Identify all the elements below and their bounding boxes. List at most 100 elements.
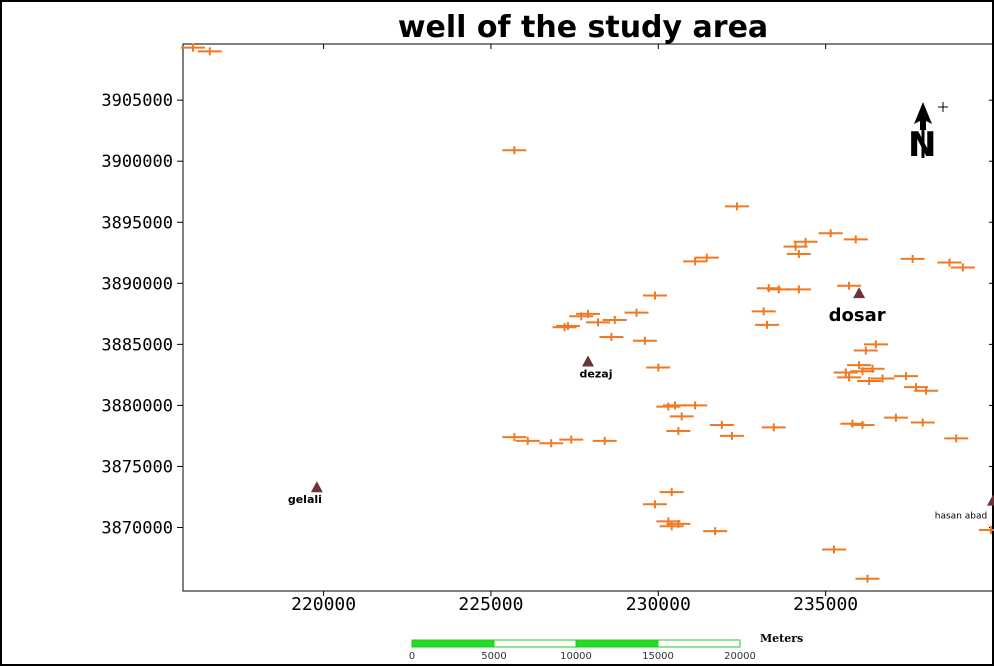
scale-unit-label: Meters — [760, 632, 803, 645]
y-tick-label: 3895000 — [101, 213, 173, 233]
well-marker — [197, 47, 222, 56]
town-hasan-abad: hasan abad — [935, 494, 994, 522]
well-marker — [502, 433, 527, 442]
y-tick-label: 3870000 — [101, 519, 173, 539]
town-dezaj: dezaj — [580, 355, 613, 380]
x-axis: 220000 225000 230000 235000 — [291, 44, 858, 615]
north-arrow-icon: N — [908, 102, 948, 165]
well-marker — [756, 284, 781, 293]
town-label: hasan abad — [935, 512, 987, 522]
y-tick-label: 3900000 — [101, 152, 173, 172]
well-marker — [937, 258, 962, 267]
scale-tick-label: 5000 — [481, 651, 506, 662]
well-marker — [853, 346, 878, 355]
y-tick-label: 3890000 — [101, 274, 173, 294]
well-marker — [855, 574, 880, 583]
well-marker — [786, 250, 811, 259]
well-marker — [900, 254, 925, 263]
well-marker — [724, 202, 749, 211]
y-axis: 3905000 3900000 3895000 3890000 3885000 38800… — [101, 91, 993, 539]
well-marker — [709, 420, 734, 429]
well-marker — [950, 263, 975, 272]
well-marker — [822, 545, 847, 554]
x-tick-label: 230000 — [626, 594, 691, 615]
well-marker — [181, 43, 206, 52]
well-marker — [719, 431, 744, 440]
well-marker — [656, 402, 681, 411]
town-dosar: dosar — [829, 287, 886, 326]
well-marker — [847, 361, 872, 370]
well-marker — [850, 367, 875, 376]
scale-tick-label: 15000 — [642, 651, 674, 662]
well-marker — [559, 435, 584, 444]
map-title: well of the study area — [398, 10, 768, 45]
well-marker — [786, 285, 811, 294]
well-marker — [683, 401, 708, 410]
well-marker — [683, 257, 708, 266]
well-marker — [659, 488, 684, 497]
well-marker — [552, 323, 577, 332]
well-marker — [592, 436, 617, 445]
town-triangle-icon — [582, 355, 594, 367]
well-marker — [979, 525, 994, 534]
north-arrow-head — [914, 102, 932, 130]
well-marker — [833, 368, 858, 377]
town-triangle-icon — [310, 481, 323, 493]
scale-segment — [575, 639, 659, 648]
scale-tick-label: 20000 — [724, 651, 756, 662]
well-marker — [599, 333, 624, 342]
well-marker — [669, 412, 694, 421]
scale-bar: 0 5000 10000 15000 20000 Meters — [409, 632, 803, 662]
x-tick-label: 235000 — [793, 594, 858, 615]
well-marker — [870, 374, 895, 383]
y-tick-label: 3880000 — [101, 396, 173, 416]
well-marker — [624, 308, 649, 317]
well-marker — [850, 420, 875, 429]
x-tick-label: 220000 — [291, 594, 356, 615]
well-marker — [761, 423, 786, 432]
town-gelali: gelali — [288, 481, 323, 506]
well-marker — [883, 413, 908, 422]
well-marker — [751, 307, 776, 316]
map-data-frame — [182, 43, 994, 592]
well-marker — [863, 340, 888, 349]
y-tick-label: 3875000 — [101, 457, 173, 477]
town-label: dezaj — [580, 367, 613, 380]
well-marker — [755, 320, 780, 329]
well-marker — [837, 281, 862, 290]
well-marker — [515, 436, 540, 445]
well-marker — [666, 519, 691, 528]
well-marker — [666, 427, 691, 436]
y-tick-label: 3885000 — [101, 335, 173, 355]
well-marker — [632, 336, 657, 345]
well-marker — [944, 434, 969, 443]
well-marker — [539, 439, 564, 448]
well-marker — [783, 242, 808, 251]
well-marker — [840, 419, 865, 428]
well-marker — [914, 386, 939, 395]
scale-segment — [411, 639, 495, 648]
well-marker — [663, 401, 688, 410]
x-tick-label: 225000 — [458, 594, 523, 615]
well-marker — [555, 322, 580, 331]
wells-layer — [181, 43, 994, 583]
well-marker — [602, 315, 627, 324]
well-marker — [502, 146, 527, 155]
town-triangle-icon — [987, 494, 994, 506]
well-marker — [569, 312, 594, 321]
well-marker — [646, 363, 671, 372]
well-marker — [793, 237, 818, 246]
scale-segment — [657, 639, 741, 648]
well-marker — [818, 229, 843, 238]
scale-segment — [493, 639, 577, 648]
well-marker — [910, 418, 935, 427]
well-marker — [642, 500, 667, 509]
well-marker — [766, 285, 791, 294]
y-tick-label: 3905000 — [101, 91, 173, 111]
well-marker — [642, 291, 667, 300]
well-marker — [586, 318, 611, 327]
towns-layer: dosardezajvainasargelalihasan abad — [288, 287, 994, 522]
